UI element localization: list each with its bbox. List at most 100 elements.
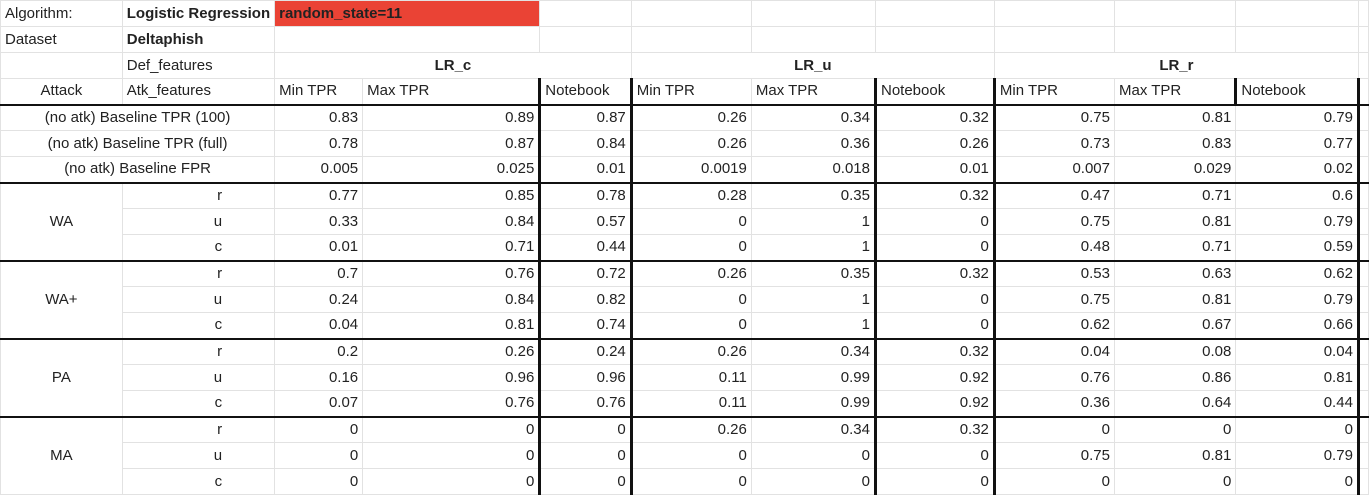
col-header-max-tpr[interactable]: Max TPR xyxy=(1113,78,1237,105)
value-cell[interactable]: 0.029 xyxy=(1113,156,1237,183)
value-cell[interactable]: 0.7 xyxy=(274,259,364,287)
baseline-label[interactable]: (no atk) Baseline TPR (full) xyxy=(0,130,276,157)
value-cell[interactable]: 0.34 xyxy=(750,337,877,365)
value-cell[interactable]: 0.08 xyxy=(1113,337,1237,365)
empty-cell[interactable] xyxy=(1356,208,1369,235)
value-cell[interactable]: 0.84 xyxy=(538,130,632,157)
empty-cell[interactable] xyxy=(875,26,995,53)
value-cell[interactable]: 0.79 xyxy=(1235,103,1359,131)
col-header-notebook[interactable]: Notebook xyxy=(538,78,632,105)
col-header-min-tpr[interactable]: Min TPR xyxy=(274,78,364,105)
value-cell[interactable]: 0.47 xyxy=(992,181,1116,209)
value-cell[interactable]: 0 xyxy=(538,415,632,443)
empty-cell[interactable] xyxy=(0,52,123,79)
col-header-notebook[interactable]: Notebook xyxy=(1234,78,1359,105)
value-cell[interactable]: 0.99 xyxy=(750,390,877,417)
value-cell[interactable]: 0.75 xyxy=(992,208,1116,235)
empty-cell[interactable] xyxy=(1356,312,1369,339)
value-cell[interactable]: 0.26 xyxy=(629,103,752,131)
value-cell[interactable]: 0.36 xyxy=(750,130,877,157)
value-cell[interactable]: 0 xyxy=(874,286,995,313)
value-cell[interactable]: 0.26 xyxy=(629,337,752,365)
value-cell[interactable]: 1 xyxy=(750,312,877,339)
atk-feature-cell[interactable]: r xyxy=(121,259,276,287)
atk-feature-cell[interactable]: u xyxy=(121,286,276,313)
value-cell[interactable]: 0.32 xyxy=(874,103,995,131)
atk-feature-cell[interactable]: r xyxy=(121,181,276,209)
value-cell[interactable]: 0.76 xyxy=(992,364,1116,391)
value-cell[interactable]: 0.72 xyxy=(538,259,632,287)
value-cell[interactable]: 0.71 xyxy=(1113,234,1237,261)
value-cell[interactable]: 0 xyxy=(629,442,752,469)
value-cell[interactable]: 0.11 xyxy=(629,364,752,391)
empty-cell[interactable] xyxy=(1356,415,1369,443)
empty-cell[interactable] xyxy=(1356,103,1369,131)
value-cell[interactable]: 0.81 xyxy=(1113,103,1237,131)
value-cell[interactable]: 0.87 xyxy=(538,103,632,131)
value-cell[interactable]: 0.77 xyxy=(274,181,364,209)
value-cell[interactable]: 0 xyxy=(362,415,541,443)
value-cell[interactable]: 0 xyxy=(538,442,632,469)
attack-name[interactable]: PA xyxy=(0,337,123,417)
value-cell[interactable]: 0 xyxy=(1235,468,1359,495)
baseline-label[interactable]: (no atk) Baseline FPR xyxy=(0,156,276,183)
algorithm-label[interactable]: Algorithm: xyxy=(0,0,123,27)
value-cell[interactable]: 0.32 xyxy=(874,181,995,209)
value-cell[interactable]: 0.71 xyxy=(1113,181,1237,209)
value-cell[interactable]: 0.007 xyxy=(992,156,1116,183)
value-cell[interactable]: 0.89 xyxy=(362,103,541,131)
value-cell[interactable]: 0.44 xyxy=(538,234,632,261)
value-cell[interactable]: 0.92 xyxy=(874,364,995,391)
empty-cell[interactable] xyxy=(1357,0,1369,27)
random-state-cell[interactable]: random_state=11 xyxy=(274,0,541,27)
value-cell[interactable]: 0.36 xyxy=(992,390,1116,417)
algorithm-value[interactable]: Logistic Regression xyxy=(121,0,276,27)
empty-cell[interactable] xyxy=(1356,286,1369,313)
dataset-label[interactable]: Dataset xyxy=(0,26,123,53)
value-cell[interactable]: 0 xyxy=(629,234,752,261)
group-header-lr-r[interactable]: LR_r xyxy=(993,52,1359,79)
value-cell[interactable]: 0.57 xyxy=(538,208,632,235)
value-cell[interactable]: 0.04 xyxy=(992,337,1116,365)
value-cell[interactable]: 0.85 xyxy=(362,181,541,209)
value-cell[interactable]: 0.59 xyxy=(1235,234,1359,261)
value-cell[interactable]: 0.86 xyxy=(1113,364,1237,391)
value-cell[interactable]: 0.77 xyxy=(1235,130,1359,157)
value-cell[interactable]: 1 xyxy=(750,234,877,261)
value-cell[interactable]: 0 xyxy=(1113,415,1237,443)
value-cell[interactable]: 0.35 xyxy=(750,181,877,209)
empty-cell[interactable] xyxy=(993,26,1116,53)
value-cell[interactable]: 0.64 xyxy=(1113,390,1237,417)
attack-header[interactable]: Attack xyxy=(0,78,123,105)
value-cell[interactable]: 0.07 xyxy=(274,390,364,417)
empty-cell[interactable] xyxy=(1356,468,1369,495)
value-cell[interactable]: 0 xyxy=(362,442,541,469)
attack-name[interactable]: MA xyxy=(0,415,123,495)
value-cell[interactable]: 0.44 xyxy=(1235,390,1359,417)
atk-feature-cell[interactable]: u xyxy=(121,364,276,391)
value-cell[interactable]: 0.83 xyxy=(1113,130,1237,157)
value-cell[interactable]: 0.11 xyxy=(629,390,752,417)
value-cell[interactable]: 0.018 xyxy=(750,156,877,183)
col-header-min-tpr[interactable]: Min TPR xyxy=(629,78,752,105)
def-features-label[interactable]: Def_features xyxy=(121,52,276,79)
value-cell[interactable]: 0.33 xyxy=(274,208,364,235)
value-cell[interactable]: 0.79 xyxy=(1235,208,1359,235)
value-cell[interactable]: 0.32 xyxy=(874,337,995,365)
value-cell[interactable]: 0.62 xyxy=(992,312,1116,339)
value-cell[interactable]: 0.78 xyxy=(274,130,364,157)
value-cell[interactable]: 0.48 xyxy=(992,234,1116,261)
value-cell[interactable]: 0.96 xyxy=(538,364,632,391)
empty-cell[interactable] xyxy=(750,26,877,53)
value-cell[interactable]: 1 xyxy=(750,208,877,235)
value-cell[interactable]: 0.01 xyxy=(274,234,364,261)
col-header-max-tpr[interactable]: Max TPR xyxy=(750,78,877,105)
value-cell[interactable]: 0.81 xyxy=(1113,208,1237,235)
value-cell[interactable]: 0.76 xyxy=(362,259,541,287)
empty-cell[interactable] xyxy=(1357,26,1369,53)
empty-cell[interactable] xyxy=(750,0,877,27)
value-cell[interactable]: 0.62 xyxy=(1235,259,1359,287)
baseline-label[interactable]: (no atk) Baseline TPR (100) xyxy=(0,103,276,131)
value-cell[interactable]: 0.26 xyxy=(629,130,752,157)
empty-cell[interactable] xyxy=(1356,78,1369,105)
